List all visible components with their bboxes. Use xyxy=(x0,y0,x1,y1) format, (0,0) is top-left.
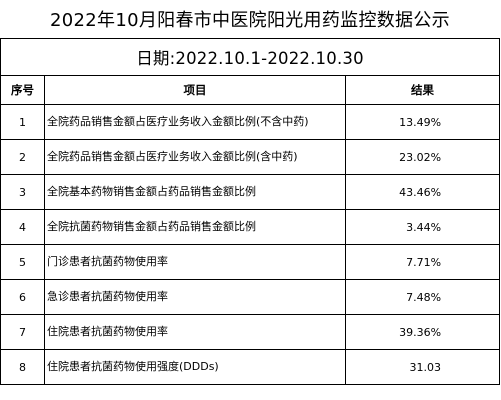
table-row: 7 住院患者抗菌药物使用率 39.36% xyxy=(0,314,501,350)
header-item[interactable]: 项目 xyxy=(44,75,346,105)
row-number[interactable]: 5 xyxy=(0,244,45,280)
row-item[interactable]: 急诊患者抗菌药物使用率 xyxy=(44,279,346,315)
row-item[interactable]: 住院患者抗菌药物使用强度(DDDs) xyxy=(44,349,346,385)
row-result[interactable]: 39.36% xyxy=(344,314,501,350)
row-item[interactable]: 全院基本药物销售金额占药品销售金额比例 xyxy=(44,174,346,210)
row-result[interactable]: 23.02% xyxy=(344,139,501,175)
row-item[interactable]: 全院药品销售金额占医疗业务收入金额比例(含中药) xyxy=(44,139,346,175)
row-result[interactable]: 3.44% xyxy=(344,209,501,245)
row-item[interactable]: 全院抗菌药物销售金额占药品销售金额比例 xyxy=(44,209,346,245)
row-item[interactable]: 住院患者抗菌药物使用率 xyxy=(44,314,346,350)
header-no[interactable]: 序号 xyxy=(0,75,45,105)
title-row: 2022年10月阳春市中医院阳光用药监控数据公示 xyxy=(0,0,500,39)
header-result[interactable]: 结果 xyxy=(344,75,501,105)
table-row: 2 全院药品销售金额占医疗业务收入金额比例(含中药) 23.02% xyxy=(0,139,501,175)
row-number[interactable]: 7 xyxy=(0,314,45,350)
table-row: 8 住院患者抗菌药物使用强度(DDDs) 31.03 xyxy=(0,349,501,385)
row-result[interactable]: 31.03 xyxy=(344,349,501,385)
row-number[interactable]: 2 xyxy=(0,139,45,175)
row-number[interactable]: 3 xyxy=(0,174,45,210)
row-item[interactable]: 门诊患者抗菌药物使用率 xyxy=(44,244,346,280)
row-number[interactable]: 1 xyxy=(0,104,45,140)
table-row: 6 急诊患者抗菌药物使用率 7.48% xyxy=(0,279,501,315)
row-number[interactable]: 6 xyxy=(0,279,45,315)
row-result[interactable]: 7.48% xyxy=(344,279,501,315)
header-row: 序号 项目 结果 xyxy=(0,75,501,105)
row-result[interactable]: 13.49% xyxy=(344,104,501,140)
row-result[interactable]: 43.46% xyxy=(344,174,501,210)
monitoring-data-table: 2022年10月阳春市中医院阳光用药监控数据公示 日期:2022.10.1-20… xyxy=(0,0,501,385)
row-result[interactable]: 7.71% xyxy=(344,244,501,280)
date-range[interactable]: 日期:2022.10.1-2022.10.30 xyxy=(0,38,501,76)
date-row: 日期:2022.10.1-2022.10.30 xyxy=(0,38,501,76)
row-item[interactable]: 全院药品销售金额占医疗业务收入金额比例(不含中药) xyxy=(44,104,346,140)
table-title[interactable]: 2022年10月阳春市中医院阳光用药监控数据公示 xyxy=(0,0,500,39)
table-row: 3 全院基本药物销售金额占药品销售金额比例 43.46% xyxy=(0,174,501,210)
row-number[interactable]: 8 xyxy=(0,349,45,385)
row-number[interactable]: 4 xyxy=(0,209,45,245)
table-row: 5 门诊患者抗菌药物使用率 7.71% xyxy=(0,244,501,280)
table-row: 4 全院抗菌药物销售金额占药品销售金额比例 3.44% xyxy=(0,209,501,245)
table-row: 1 全院药品销售金额占医疗业务收入金额比例(不含中药) 13.49% xyxy=(0,104,501,140)
